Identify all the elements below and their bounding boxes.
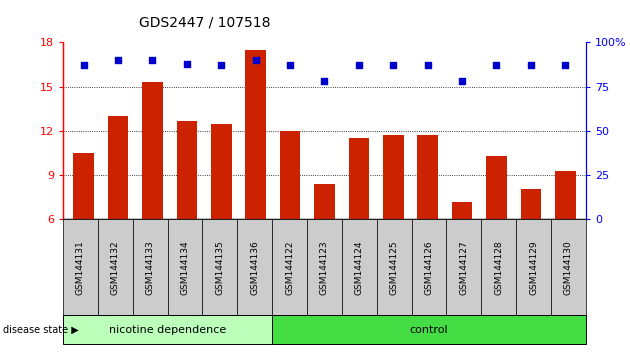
Bar [486, 156, 507, 219]
Text: GDS2447 / 107518: GDS2447 / 107518 [139, 16, 270, 30]
Text: GSM144126: GSM144126 [425, 240, 433, 295]
Point [423, 63, 433, 68]
Point [457, 79, 467, 84]
Bar [142, 82, 163, 219]
Text: GSM144135: GSM144135 [215, 240, 224, 295]
Text: GSM144136: GSM144136 [250, 240, 259, 295]
Text: GSM144127: GSM144127 [459, 240, 468, 295]
Bar [348, 138, 369, 219]
Point [216, 63, 226, 68]
Bar [452, 202, 472, 219]
Point [285, 63, 295, 68]
Bar [383, 136, 404, 219]
Text: GSM144134: GSM144134 [181, 240, 190, 295]
Point [526, 63, 536, 68]
Bar [520, 189, 541, 219]
Text: control: control [410, 325, 449, 335]
Bar [417, 136, 438, 219]
Text: GSM144123: GSM144123 [320, 240, 329, 295]
Point [147, 57, 158, 63]
Point [491, 63, 501, 68]
Bar [176, 121, 197, 219]
Bar [108, 116, 129, 219]
Text: GSM144128: GSM144128 [495, 240, 503, 295]
Point [251, 57, 261, 63]
Text: GSM144132: GSM144132 [111, 240, 120, 295]
Text: GSM144125: GSM144125 [390, 240, 399, 295]
Text: GSM144130: GSM144130 [564, 240, 573, 295]
Bar [73, 153, 94, 219]
Text: GSM144131: GSM144131 [76, 240, 85, 295]
Bar [314, 184, 335, 219]
Text: disease state ▶: disease state ▶ [3, 325, 79, 335]
Point [354, 63, 364, 68]
Text: GSM144133: GSM144133 [146, 240, 154, 295]
Bar [211, 124, 232, 219]
Point [79, 63, 89, 68]
Point [560, 63, 570, 68]
Point [388, 63, 398, 68]
Text: GSM144129: GSM144129 [529, 240, 538, 295]
Text: GSM144124: GSM144124 [355, 240, 364, 295]
Point [182, 61, 192, 67]
Bar [555, 171, 576, 219]
Text: GSM144122: GSM144122 [285, 240, 294, 295]
Bar [280, 131, 301, 219]
Point [319, 79, 329, 84]
Point [113, 57, 123, 63]
Text: nicotine dependence: nicotine dependence [109, 325, 226, 335]
Bar [245, 50, 266, 219]
